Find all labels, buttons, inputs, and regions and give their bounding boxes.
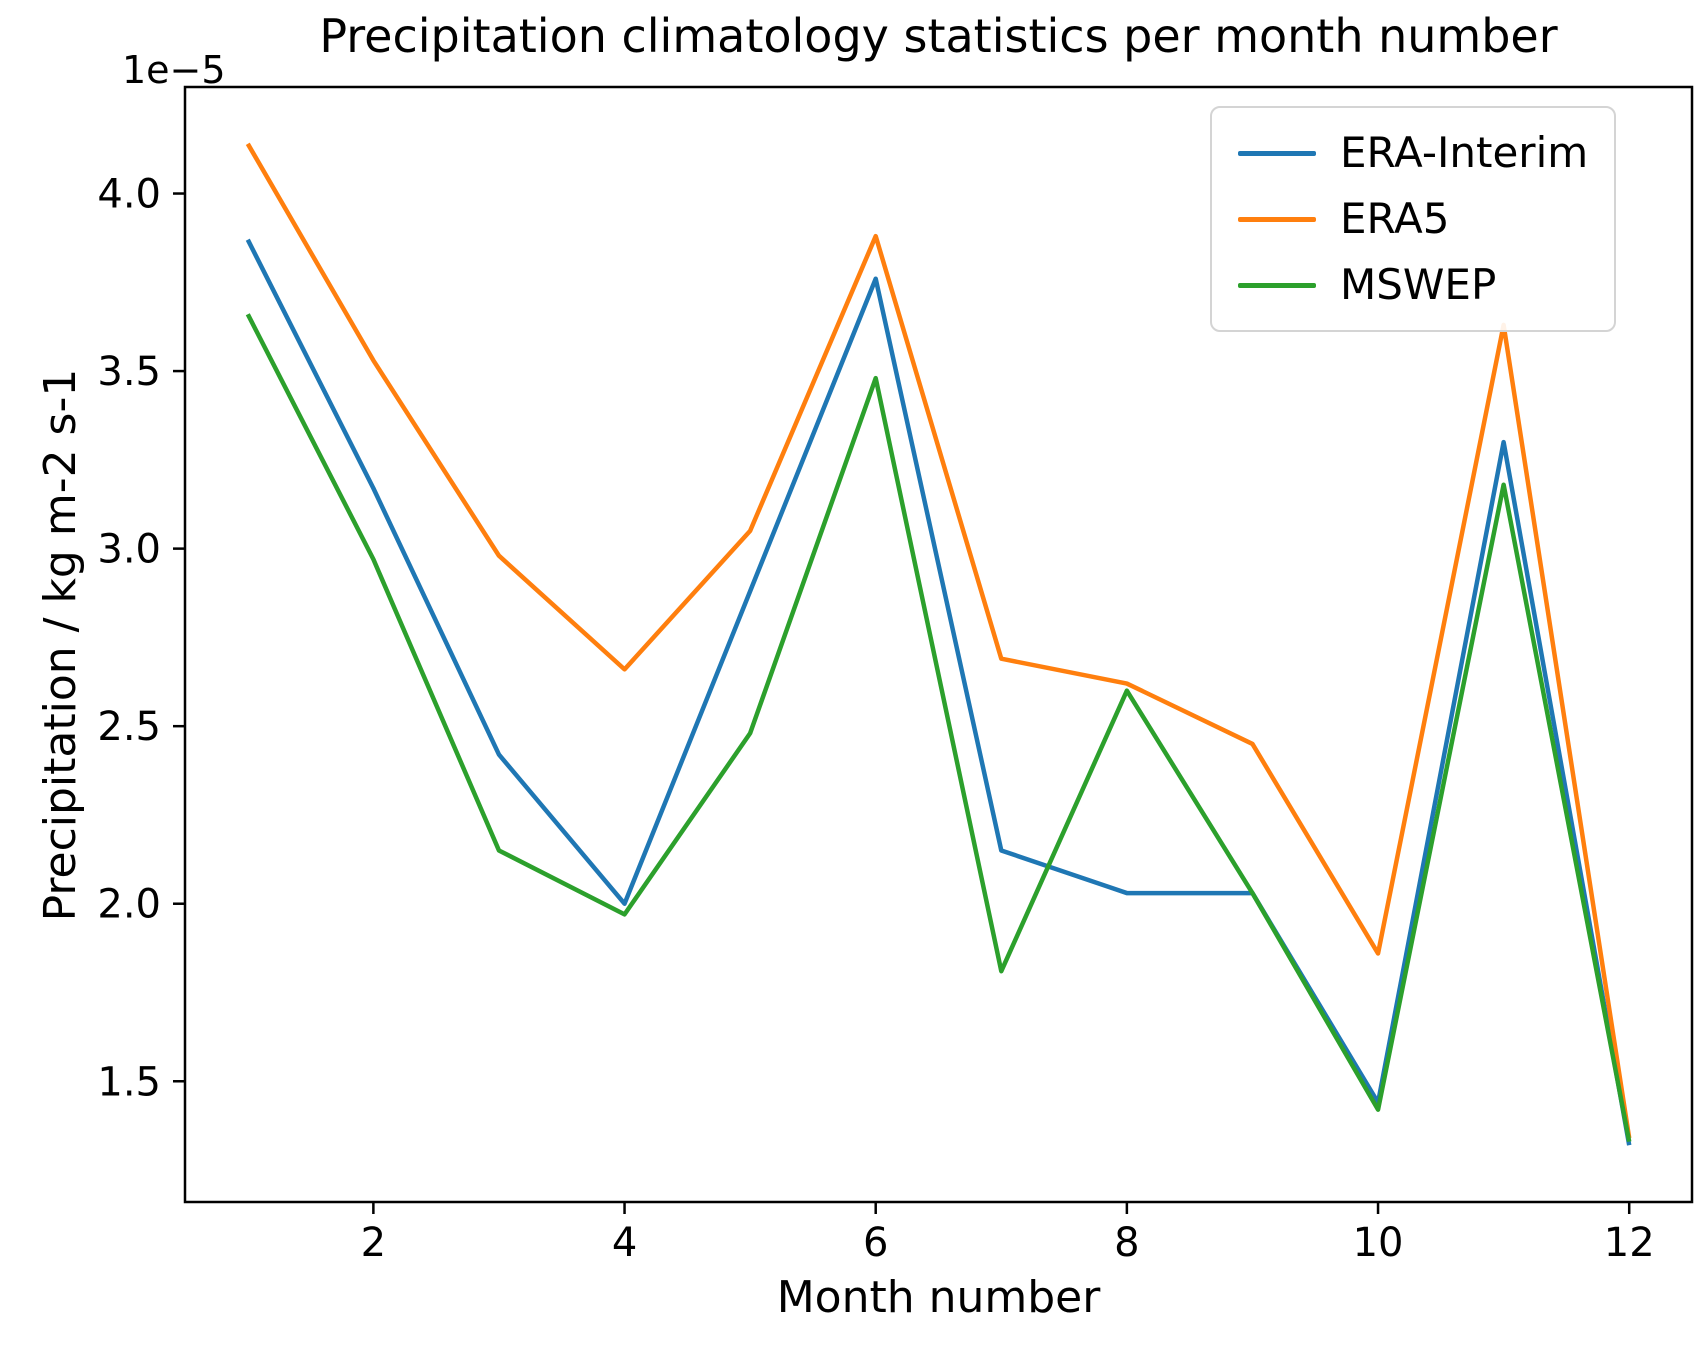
legend-label-era-interim: ERA-Interim	[1340, 128, 1589, 177]
x-tick-label: 8	[1114, 1220, 1139, 1266]
y-tick-label: 1.5	[97, 1059, 161, 1105]
y-tick-label: 4.0	[97, 172, 161, 218]
x-tick-label: 12	[1604, 1220, 1655, 1266]
x-tick-label: 10	[1353, 1220, 1404, 1266]
x-tick-label: 4	[612, 1220, 637, 1266]
legend-line-era-interim	[1238, 150, 1316, 156]
chart-title: Precipitation climatology statistics per…	[319, 9, 1558, 63]
y-tick-label: 3.0	[97, 527, 161, 573]
legend-item-era-interim: ERA-Interim	[1238, 124, 1588, 182]
legend-item-era5: ERA5	[1238, 190, 1588, 248]
y-tick-label: 2.5	[97, 704, 161, 750]
y-tick-label: 2.0	[97, 882, 161, 928]
x-tick-label: 2	[361, 1220, 386, 1266]
series-line-era-interim	[245, 238, 1632, 1146]
legend-item-mswep: MSWEP	[1238, 256, 1588, 314]
legend: ERA-Interim ERA5 MSWEP	[1210, 106, 1617, 332]
x-axis-label: Month number	[776, 1272, 1101, 1323]
plot-frame	[183, 85, 1694, 1204]
y-tick-label: 3.5	[97, 349, 161, 395]
y-axis-offset-label: 1e−5	[122, 48, 226, 92]
x-tick-label: 6	[863, 1220, 888, 1266]
series-line-era5	[245, 142, 1632, 1139]
legend-label-era5: ERA5	[1340, 194, 1450, 243]
legend-line-era5	[1238, 216, 1316, 222]
legend-line-mswep	[1238, 282, 1316, 288]
legend-label-mswep: MSWEP	[1340, 260, 1497, 309]
series-line-mswep	[245, 313, 1632, 1143]
